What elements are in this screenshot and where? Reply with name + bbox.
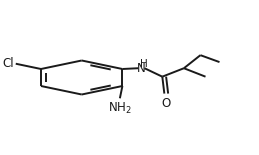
Text: Cl: Cl xyxy=(3,57,15,70)
Text: O: O xyxy=(162,97,171,110)
Text: H: H xyxy=(140,59,148,69)
Text: NH$_2$: NH$_2$ xyxy=(108,101,132,116)
Text: N: N xyxy=(137,62,146,75)
